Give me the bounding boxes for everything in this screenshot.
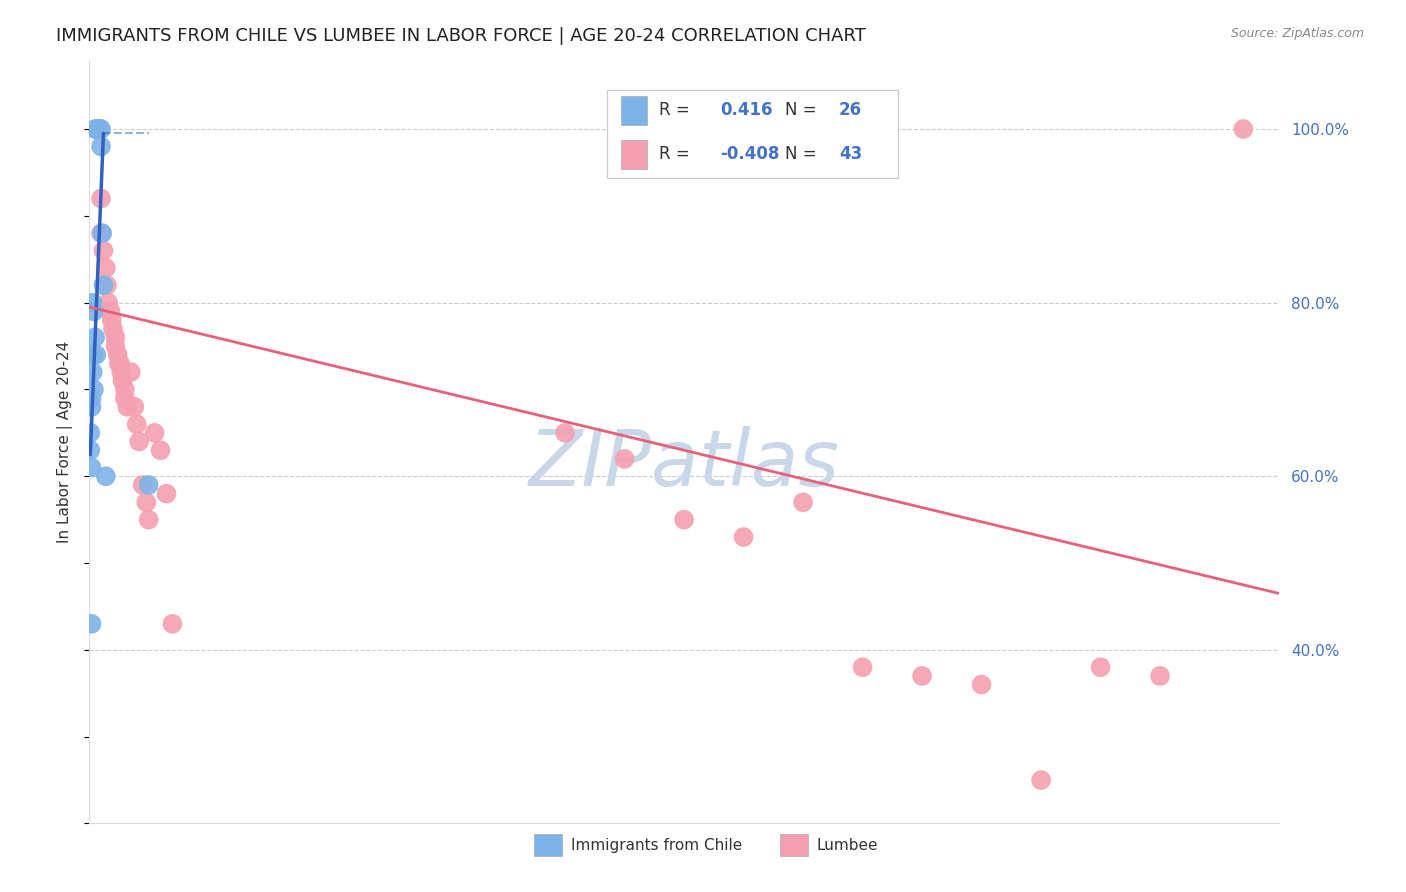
Point <box>84 122 107 136</box>
Point <box>155 486 177 500</box>
Point <box>108 356 131 370</box>
Point <box>80 400 103 414</box>
Point <box>115 400 138 414</box>
Point <box>93 278 115 293</box>
Point <box>87 122 110 136</box>
Point <box>90 139 112 153</box>
Point <box>94 469 117 483</box>
Y-axis label: In Labor Force | Age 20-24: In Labor Force | Age 20-24 <box>58 341 73 542</box>
Text: N =: N = <box>785 145 823 163</box>
Point <box>162 616 184 631</box>
Point <box>84 122 107 136</box>
Point <box>89 122 111 136</box>
Text: R =: R = <box>659 102 695 120</box>
Point <box>96 278 118 293</box>
Text: 43: 43 <box>839 145 862 163</box>
Point <box>94 260 117 275</box>
Point <box>110 365 132 379</box>
Bar <box>780 834 808 856</box>
Text: R =: R = <box>659 145 695 163</box>
Text: -0.408: -0.408 <box>720 145 779 163</box>
Point <box>108 356 131 370</box>
Text: 26: 26 <box>839 102 862 120</box>
Point <box>100 304 122 318</box>
Point <box>149 443 172 458</box>
Text: Immigrants from Chile: Immigrants from Chile <box>571 838 742 853</box>
Point <box>87 122 110 136</box>
Point <box>120 365 142 379</box>
Point <box>91 226 114 240</box>
Point <box>80 460 103 475</box>
Point <box>1149 669 1171 683</box>
Point <box>143 425 166 440</box>
Point <box>135 495 157 509</box>
Point <box>851 660 873 674</box>
Point <box>613 451 636 466</box>
Point <box>84 348 107 362</box>
Point <box>104 339 127 353</box>
Point <box>792 495 814 509</box>
Point <box>80 616 103 631</box>
Point <box>128 434 150 449</box>
Point <box>125 417 148 432</box>
Point <box>101 321 124 335</box>
Point <box>138 513 160 527</box>
Text: ZIPatlas: ZIPatlas <box>529 426 839 502</box>
Point <box>82 295 104 310</box>
Bar <box>621 140 647 169</box>
Point <box>83 383 105 397</box>
Point <box>104 330 127 344</box>
Point <box>970 677 993 691</box>
Point <box>79 425 101 440</box>
Point <box>1232 122 1254 136</box>
Point <box>97 295 120 310</box>
Point <box>138 478 160 492</box>
Bar <box>534 834 562 856</box>
Text: N =: N = <box>785 102 823 120</box>
Text: Source: ZipAtlas.com: Source: ZipAtlas.com <box>1230 27 1364 40</box>
Point <box>87 122 110 136</box>
Point <box>1029 773 1052 788</box>
Point <box>89 122 111 136</box>
Point <box>673 513 696 527</box>
Bar <box>621 95 647 125</box>
Point <box>111 374 134 388</box>
Point <box>83 304 105 318</box>
FancyBboxPatch shape <box>607 90 898 178</box>
Point <box>107 348 129 362</box>
Text: IMMIGRANTS FROM CHILE VS LUMBEE IN LABOR FORCE | AGE 20-24 CORRELATION CHART: IMMIGRANTS FROM CHILE VS LUMBEE IN LABOR… <box>56 27 866 45</box>
Point <box>100 313 122 327</box>
Point <box>733 530 755 544</box>
Point <box>1090 660 1112 674</box>
Point <box>554 425 576 440</box>
Point <box>114 383 136 397</box>
Point <box>131 478 153 492</box>
Point <box>93 244 115 258</box>
Text: 0.416: 0.416 <box>720 102 772 120</box>
Point <box>114 391 136 405</box>
Point <box>79 443 101 458</box>
Point <box>911 669 934 683</box>
Point <box>82 348 104 362</box>
Point <box>86 122 108 136</box>
Point <box>90 226 112 240</box>
Point <box>84 330 107 344</box>
Point <box>82 365 104 379</box>
Point <box>90 192 112 206</box>
Point <box>80 391 103 405</box>
Text: Lumbee: Lumbee <box>817 838 879 853</box>
Point <box>124 400 146 414</box>
Point <box>90 122 112 136</box>
